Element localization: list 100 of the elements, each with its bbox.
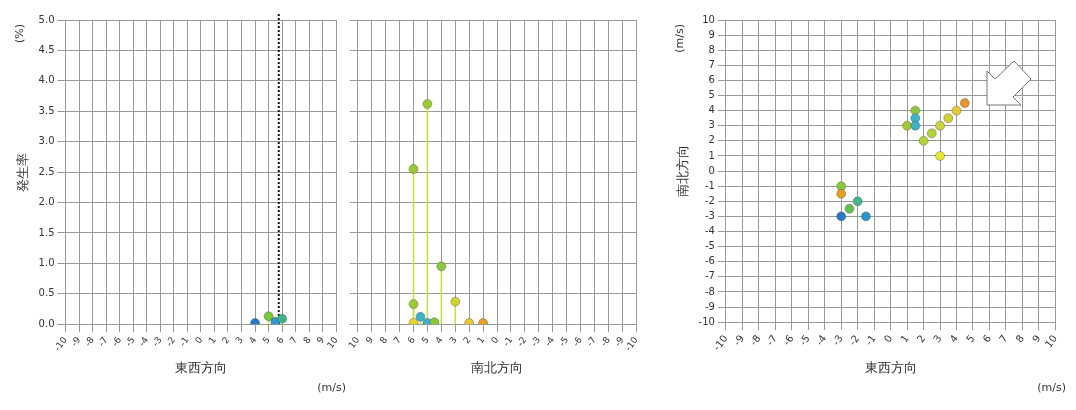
x-tick-label: 2 bbox=[461, 335, 473, 346]
x-tick-label: 6 bbox=[980, 332, 994, 345]
x-tick-label: 8 bbox=[377, 334, 390, 346]
point bbox=[926, 128, 937, 139]
y-tick-label: 1.0 bbox=[38, 256, 55, 268]
x-tick-label: -2 bbox=[846, 332, 862, 348]
x-tick-label: -2 bbox=[515, 335, 529, 349]
x-tick-label: 7 bbox=[996, 332, 1010, 345]
x-tick-label: 10 bbox=[1042, 332, 1060, 350]
y-tick-label: -10 bbox=[698, 315, 715, 327]
x-tick-label: 3 bbox=[447, 335, 459, 346]
x-tick-label: -7 bbox=[764, 332, 780, 348]
x-tick-label: 8 bbox=[1013, 332, 1027, 345]
y-tick-label: 0 bbox=[708, 164, 715, 176]
point bbox=[464, 317, 475, 325]
y-tick-label: -8 bbox=[704, 285, 715, 297]
x-tick-label: 5 bbox=[419, 335, 431, 346]
y-tick-label: 1.5 bbox=[38, 226, 55, 238]
x-tick-label: 5 bbox=[260, 335, 273, 346]
x-tick-label: 6 bbox=[274, 334, 286, 346]
x-tick-label: 6 bbox=[405, 334, 418, 346]
point bbox=[436, 261, 447, 272]
point bbox=[943, 113, 954, 124]
x-tick-label: 7 bbox=[287, 335, 300, 346]
x-tick-label: -4 bbox=[813, 332, 829, 348]
x-tick-label: -4 bbox=[136, 334, 151, 349]
y-tick-label: 0.5 bbox=[38, 287, 55, 299]
y-tick-label: 10 bbox=[702, 13, 715, 25]
text: (m/s) bbox=[317, 381, 346, 395]
point bbox=[844, 203, 855, 214]
x-tick-label: -7 bbox=[96, 335, 110, 349]
x-tick-label: -3 bbox=[830, 332, 845, 348]
x-tick-label: 10 bbox=[346, 334, 362, 351]
x-tick-label: 9 bbox=[314, 334, 327, 346]
x-tick-label: 5 bbox=[964, 332, 977, 345]
x-tick-label: 4 bbox=[247, 334, 259, 346]
y-tick-label: 8 bbox=[708, 43, 715, 55]
y-tick-label: -6 bbox=[704, 255, 715, 267]
point bbox=[450, 296, 461, 307]
x-tick-label: -1 bbox=[863, 332, 878, 348]
y-tick-label: 3.5 bbox=[38, 104, 55, 116]
point bbox=[902, 120, 913, 131]
x-tick-label: -10 bbox=[52, 334, 70, 353]
x-tick-label: 4 bbox=[433, 334, 445, 346]
x-tick-label: 9 bbox=[363, 334, 376, 346]
point bbox=[429, 317, 440, 325]
x-axis-title: 南北方向 bbox=[471, 359, 524, 375]
y-tick-label: 3 bbox=[708, 119, 715, 131]
x-tick-label: -9 bbox=[69, 334, 83, 349]
point bbox=[860, 211, 871, 222]
x-tick-label: -6 bbox=[780, 332, 796, 348]
x-tick-label: -3 bbox=[528, 335, 543, 349]
x-tick-label: 1 bbox=[475, 335, 487, 346]
point bbox=[408, 164, 419, 175]
x-tick-label: -9 bbox=[731, 332, 747, 348]
x-tick-label: 9 bbox=[1029, 332, 1043, 345]
x-tick-label: 1 bbox=[206, 335, 218, 346]
y-tick-label: -5 bbox=[704, 240, 715, 252]
text: (m/s) bbox=[672, 24, 686, 53]
x-tick-label: -8 bbox=[82, 334, 97, 349]
text: (m/s) bbox=[1037, 381, 1066, 395]
x-tick-label: -2 bbox=[163, 335, 178, 349]
text: (%) bbox=[12, 24, 26, 44]
x-tick-label: -4 bbox=[542, 334, 557, 349]
x-tick-label: 1 bbox=[898, 332, 911, 345]
y-tick-label: 4 bbox=[708, 104, 715, 116]
y-tick-label: 2.5 bbox=[38, 165, 55, 177]
x-tick-label: -7 bbox=[584, 335, 599, 349]
x-tick-label: -5 bbox=[556, 335, 571, 349]
y-tick-label: 7 bbox=[708, 58, 715, 70]
y-tick-label: 2.0 bbox=[38, 196, 55, 208]
y-tick-label: 6 bbox=[708, 74, 715, 86]
point bbox=[935, 150, 946, 161]
y-tick-label: -1 bbox=[704, 179, 715, 191]
x-tick-label: 8 bbox=[301, 334, 313, 346]
point bbox=[951, 105, 962, 116]
y-tick-label: -3 bbox=[704, 209, 715, 221]
x-tick-label: -6 bbox=[109, 334, 124, 349]
y-tick-label: 2 bbox=[708, 134, 715, 146]
point bbox=[918, 135, 929, 146]
y-tick-label: 4.5 bbox=[38, 44, 55, 56]
x-axis-title: 東西方向 bbox=[174, 359, 227, 375]
point bbox=[910, 120, 921, 131]
y-tick-label: -7 bbox=[704, 270, 715, 282]
x-tick-label: -1 bbox=[177, 335, 191, 349]
x-tick-label: 0 bbox=[881, 332, 895, 345]
y-tick-label: 3.0 bbox=[38, 135, 55, 147]
point bbox=[408, 317, 419, 325]
x-tick-label: 3 bbox=[931, 332, 944, 345]
y-axis-title: 南北方向 bbox=[675, 145, 691, 198]
x-tick-label: -3 bbox=[150, 335, 164, 349]
x-tick-label: -8 bbox=[747, 332, 763, 348]
y-tick-label: 5.0 bbox=[38, 13, 55, 25]
y-tick-label: 4.0 bbox=[38, 74, 55, 86]
x-tick-label: -5 bbox=[797, 332, 812, 348]
x-tick-label: -8 bbox=[598, 334, 613, 349]
point bbox=[415, 311, 426, 322]
point bbox=[422, 98, 433, 109]
y-tick-label: -2 bbox=[704, 194, 715, 206]
x-tick-label: 4 bbox=[947, 332, 961, 345]
